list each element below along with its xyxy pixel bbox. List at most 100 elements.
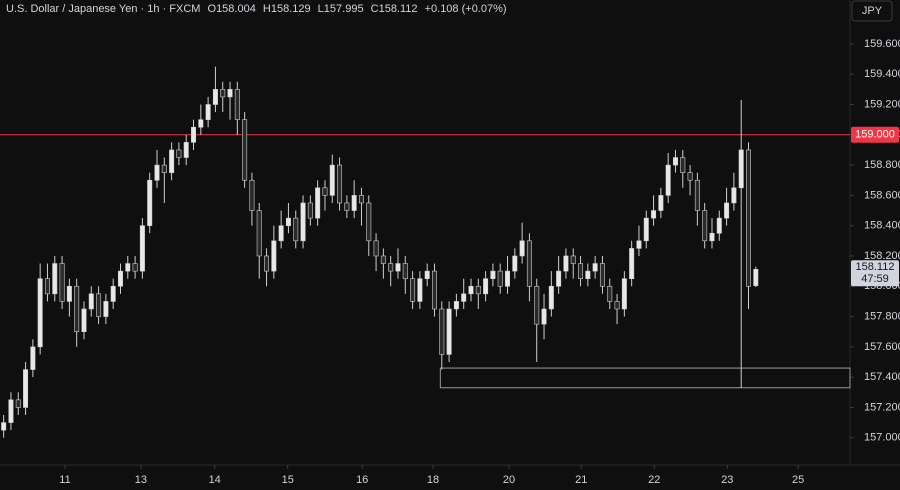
candle-body (585, 270, 591, 279)
candle-body (578, 263, 584, 279)
candle-body (88, 293, 94, 310)
candle-body (132, 263, 138, 272)
candle-body (512, 255, 518, 272)
candle-body (388, 263, 394, 272)
y-tick-label: 157.400 (864, 371, 900, 383)
currency-label[interactable]: JPY (862, 5, 883, 17)
candle-body (117, 270, 123, 287)
candle-body (278, 225, 284, 242)
candle-body (519, 240, 525, 257)
y-tick-label: 159.400 (864, 68, 900, 80)
candle-body (651, 210, 657, 219)
candle-body (212, 89, 218, 105)
candle-body (548, 285, 554, 310)
candle-body (15, 399, 21, 408)
candle-body (23, 369, 29, 408)
candle-body (738, 149, 744, 189)
candle-body (380, 255, 386, 264)
candle-body (556, 270, 562, 287)
candle-body (483, 278, 489, 295)
candle-body (322, 187, 328, 196)
candle-body (52, 263, 58, 295)
candle-body (110, 285, 116, 302)
x-tick-label: 16 (356, 474, 368, 486)
candle-body (154, 164, 160, 181)
candle-body (8, 399, 14, 423)
candle-body (636, 240, 642, 249)
candle-body (461, 293, 467, 302)
candle-body (293, 217, 299, 242)
candle-body (731, 187, 737, 204)
y-tick-label: 157.600 (864, 341, 900, 353)
ohlc-key: H (263, 3, 271, 15)
y-tick-label: 157.800 (864, 310, 900, 322)
candle-body (497, 270, 503, 287)
candle-body (147, 179, 153, 226)
candle-body (446, 308, 452, 355)
level-label: 159.000 (855, 129, 895, 141)
candle-body (629, 248, 635, 279)
candle-body (44, 278, 50, 295)
candle-body (161, 164, 167, 173)
candle-body (271, 240, 277, 272)
candle-body (672, 157, 678, 166)
candle-body (191, 126, 197, 143)
candle-body (505, 270, 511, 287)
y-tick-label: 157.200 (864, 401, 900, 413)
legend-line: U.S. Dollar / Japanese Yen · 1h · FXCM O… (6, 3, 507, 15)
candle-body (687, 172, 693, 181)
currency-button[interactable] (851, 0, 893, 22)
candle-body (746, 149, 751, 287)
candle-body (694, 179, 700, 211)
candle-body (468, 285, 474, 295)
ohlc-key: O (208, 3, 217, 15)
candle-body (227, 89, 233, 98)
countdown-label: 47:59 (861, 273, 889, 285)
candle-body (417, 278, 423, 302)
candle-body (534, 285, 540, 325)
change: +0.108 (+0.07%) (425, 3, 507, 15)
candle-body (74, 285, 80, 333)
candle-body (125, 263, 131, 272)
ohlc-value: 158.129 (271, 3, 311, 15)
candle-body (366, 202, 372, 242)
y-tick-label: 158.800 (864, 159, 900, 171)
candle-body (315, 187, 321, 219)
support-zone (439, 367, 851, 389)
candle-body (563, 255, 569, 272)
candle-body (475, 285, 481, 295)
x-tick-label: 20 (503, 474, 515, 486)
last-price-label: 158.112 (856, 261, 895, 273)
candle-body (37, 278, 43, 348)
candle-body (432, 270, 437, 310)
candle-body (234, 89, 240, 120)
symbol: U.S. Dollar / Japanese Yen · 1h · FXCM (6, 3, 200, 15)
x-tick-label: 25 (792, 474, 804, 486)
candle-body (526, 240, 532, 287)
x-tick-label: 21 (575, 474, 587, 486)
candle-body (183, 142, 189, 158)
candle-body (665, 164, 671, 196)
candle-body (702, 210, 708, 242)
candle-body (103, 301, 109, 317)
x-tick-label: 11 (59, 474, 70, 486)
candle-body (570, 255, 576, 264)
candle-body (1, 422, 7, 431)
candle-body (658, 195, 664, 211)
x-tick-label: 14 (209, 474, 221, 486)
level-tag (851, 126, 899, 143)
candle-body (96, 293, 102, 317)
candle-body (220, 89, 226, 98)
candle-body (592, 263, 598, 272)
candle-body (307, 202, 313, 219)
candle-body (395, 263, 401, 272)
y-tick-label: 159.200 (864, 98, 900, 110)
last-price-tag (851, 260, 899, 287)
y-tick-label: 158.400 (864, 220, 900, 232)
candle-body (680, 157, 686, 173)
x-tick-label: 15 (282, 474, 294, 486)
x-tick-label: 13 (135, 474, 147, 486)
candle-body (176, 149, 182, 158)
x-tick-label: 22 (648, 474, 660, 486)
